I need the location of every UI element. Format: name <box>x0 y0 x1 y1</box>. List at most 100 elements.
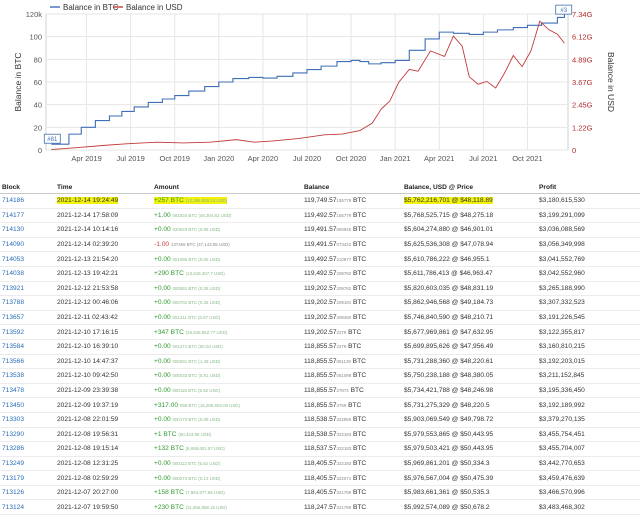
block-number[interactable]: 714053 <box>2 255 25 263</box>
balance-decimals: 061129 <box>336 358 351 364</box>
block-link[interactable]: 713290 <box>0 427 55 443</box>
block-number[interactable]: 714177 <box>2 211 25 219</box>
block-link[interactable]: 713921 <box>0 281 55 297</box>
block-link[interactable]: 713179 <box>0 470 55 486</box>
block-link[interactable]: 713286 <box>0 441 55 457</box>
amount-detail: 020523 BTC (0.95 USD) <box>172 227 221 233</box>
block-number[interactable]: 714186 <box>2 197 25 205</box>
time-value: 2021-12-14 19:24:49 <box>57 197 119 205</box>
balance-usd-cell: $5,731,275,329 @ $48,220.5 <box>402 397 537 413</box>
x-tick-label: Apr 2021 <box>424 154 454 163</box>
block-number[interactable]: 714090 <box>2 241 25 249</box>
amount-cell: +347 BTC (16,528,852.77 USD) <box>152 324 302 340</box>
block-number[interactable]: 713584 <box>2 343 25 351</box>
block-link[interactable]: 714053 <box>0 251 55 267</box>
balance-unit: BTC <box>351 284 367 292</box>
header-amount[interactable]: Amount <box>152 181 302 194</box>
block-link[interactable]: 713788 <box>0 295 55 311</box>
block-link[interactable]: 713124 <box>0 499 55 515</box>
balance-usd-value: $5,625,536,308 @ $47,078.94 <box>404 241 494 249</box>
profit-value: $3,042,552,960 <box>539 270 585 278</box>
balance-unit: BTC <box>351 372 367 380</box>
block-link[interactable]: 713584 <box>0 339 55 355</box>
profit-cell: $3,265,188,990 <box>537 281 640 297</box>
block-number[interactable]: 713566 <box>2 357 25 365</box>
block-link[interactable]: 713249 <box>0 456 55 472</box>
block-number[interactable]: 713538 <box>2 372 25 380</box>
balance-cell: 118,855.573759 BTC <box>302 397 402 413</box>
balance-cell: 119,202.572279 BTC <box>302 324 402 340</box>
chart-svg: Apr 2019 Jul 2019 Oct 2019 Jan 2020 Apr 2020… <box>13 3 616 163</box>
block-number[interactable]: 713290 <box>2 430 25 438</box>
block-number[interactable]: 713126 <box>2 489 25 497</box>
profit-cell: $3,192,203,015 <box>537 354 640 370</box>
block-link[interactable]: 713303 <box>0 412 55 428</box>
table-row: 714186 2021-12-14 19:24:49 +257 BTC (12,36… <box>0 193 640 209</box>
balance-unit: BTC <box>348 387 364 395</box>
balance-cell: 118,247.57321799 BTC <box>302 499 402 515</box>
balance-usd-value: $5,734,421,788 @ $48,246.98 <box>404 387 494 395</box>
block-number[interactable]: 713788 <box>2 299 25 307</box>
amount-cell: +257 BTC (12,366,805.24 USD) <box>152 193 302 209</box>
table-row: 713249 2021-12-08 12:31:25 +0.00 000112 BT… <box>0 456 640 472</box>
balance-value: 118,855.57 <box>304 343 337 351</box>
profit-cell: $3,180,615,530 <box>537 193 640 209</box>
block-number[interactable]: 714130 <box>2 226 25 234</box>
balance-chart[interactable]: Apr 2019 Jul 2019 Oct 2019 Jan 2020 Apr 2020… <box>0 0 640 178</box>
balance-decimals: 3759 <box>336 402 347 408</box>
time-value: 2021-12-09 23:39:38 <box>57 387 119 395</box>
time-value: 2021-12-14 02:39:20 <box>57 241 119 249</box>
header-time[interactable]: Time <box>55 181 152 194</box>
block-number[interactable]: 713592 <box>2 328 25 336</box>
profit-value: $3,199,291,099 <box>539 211 585 219</box>
block-number[interactable]: 713303 <box>2 416 25 424</box>
block-link[interactable]: 713450 <box>0 397 55 413</box>
profit-value: $3,455,704,007 <box>539 445 585 453</box>
balance-unit: BTC <box>351 430 367 438</box>
profit-value: $3,211,152,845 <box>539 372 585 380</box>
block-number[interactable]: 713179 <box>2 474 25 482</box>
block-link[interactable]: 713478 <box>0 383 55 399</box>
block-link[interactable]: 713538 <box>0 368 55 384</box>
balance-value: 118,538.57 <box>304 416 337 424</box>
block-number[interactable]: 713657 <box>2 314 25 322</box>
block-link[interactable]: 713592 <box>0 324 55 340</box>
y-tick-label: 100 <box>29 33 42 42</box>
block-link[interactable]: 714090 <box>0 237 55 253</box>
balance-decimals: 155779 <box>336 212 352 218</box>
block-number[interactable]: 713921 <box>2 284 25 292</box>
header-balance-usd[interactable]: Balance, USD @ Price <box>402 181 537 194</box>
block-link[interactable]: 714038 <box>0 266 55 282</box>
balance-unit: BTC <box>350 357 366 365</box>
series-line-balance-usd <box>51 20 565 150</box>
x-tick-label: Jul 2019 <box>116 154 144 163</box>
amount-cell: +0.00 000031 BTC (1.48 USD) <box>152 354 302 370</box>
profit-value: $3,041,552,769 <box>539 255 585 263</box>
block-link[interactable]: 713566 <box>0 354 55 370</box>
amount-value: +347 BTC <box>154 328 184 336</box>
block-link[interactable]: 714177 <box>0 208 55 224</box>
balance-usd-cell: $5,976,567,004 @ $50,475.39 <box>402 470 537 486</box>
header-block[interactable]: Block <box>0 181 55 194</box>
block-link[interactable]: 713126 <box>0 485 55 501</box>
header-balance[interactable]: Balance <box>302 181 402 194</box>
marker-label: #81 <box>47 137 58 143</box>
block-link[interactable]: 714186 <box>0 193 55 209</box>
x-tick-label: Apr 2019 <box>71 154 101 163</box>
block-number[interactable]: 713249 <box>2 459 25 467</box>
block-number[interactable]: 713450 <box>2 401 25 409</box>
balance-cell: 118,855.57061129 BTC <box>302 354 402 370</box>
block-link[interactable]: 714130 <box>0 222 55 238</box>
block-number[interactable]: 713286 <box>2 445 25 453</box>
block-number[interactable]: 713124 <box>2 503 25 511</box>
profit-cell: $3,195,336,450 <box>537 383 640 399</box>
block-number[interactable]: 714038 <box>2 270 25 278</box>
amount-detail: 000172 BTC (0.09 USD) <box>172 417 221 423</box>
header-profit[interactable]: Profit <box>537 181 640 194</box>
balance-unit: BTC <box>351 241 367 249</box>
block-number[interactable]: 713478 <box>2 387 25 395</box>
amount-value: +0.00 <box>154 474 171 482</box>
balance-value: 118,855.57 <box>304 357 337 365</box>
amount-cell: +0.00 001271 BTC (60.04 USD) <box>152 339 302 355</box>
block-link[interactable]: 713657 <box>0 310 55 326</box>
